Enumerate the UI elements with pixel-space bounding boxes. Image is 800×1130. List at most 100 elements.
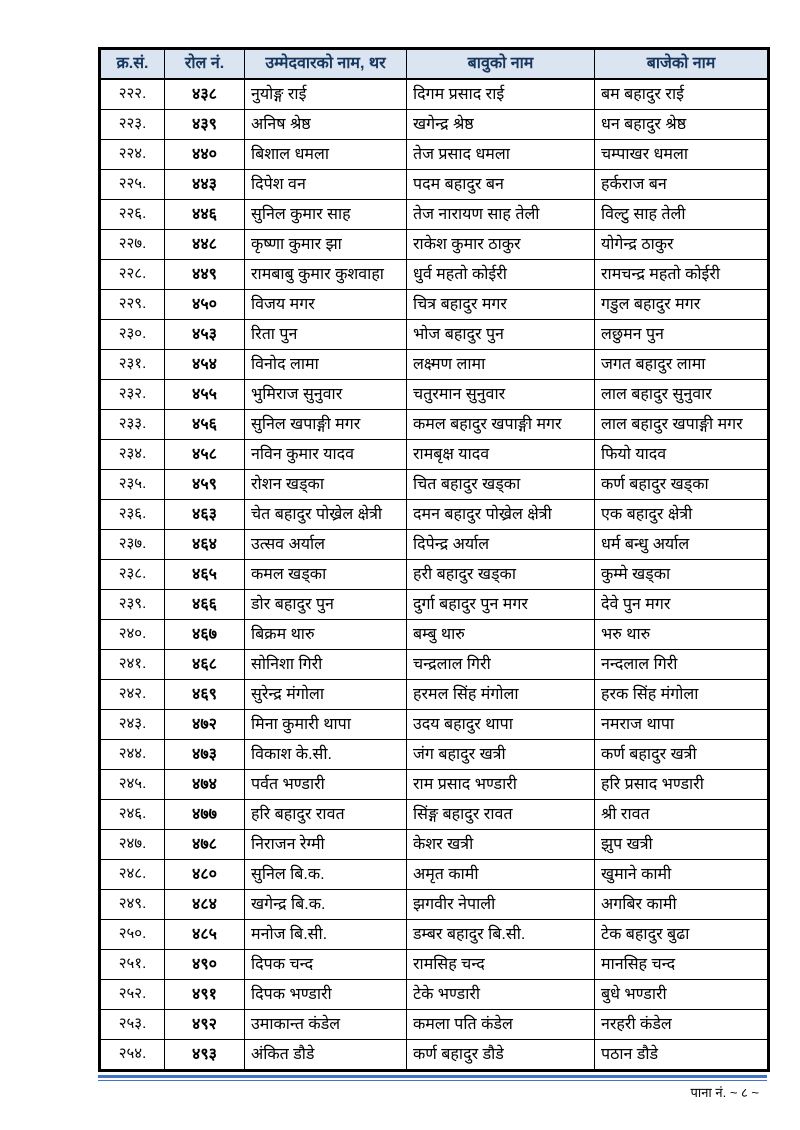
cell-father-name: लक्ष्मण लामा xyxy=(406,349,595,380)
table-row: २४५. ४७४ पर्वत भण्डारी राम प्रसाद भण्डारी हर… xyxy=(99,769,769,800)
cell-candidate-name: अंकित डौडे xyxy=(244,1039,407,1071)
table-row: २५३. ४९२ उमाकान्त कंडेल कमला पति कंडेल नरहरी… xyxy=(99,1009,769,1040)
table-row: २३०. ४५३ रिता पुन भोज बहादुर पुन लछुमन पुन xyxy=(99,319,769,350)
cell-father-name: उदय बहादुर थापा xyxy=(406,709,595,740)
cell-father-name: राम प्रसाद भण्डारी xyxy=(406,769,595,800)
cell-serial: २४२. xyxy=(99,679,165,710)
cell-candidate-name: पर्वत भण्डारी xyxy=(244,769,407,800)
cell-serial: २३७. xyxy=(99,529,165,560)
cell-roll: ४५८ xyxy=(164,439,245,470)
cell-candidate-name: रोशन खड्का xyxy=(244,469,407,500)
table-row: २३२. ४५५ भुमिराज सुनुवार चतुरमान सुनुवार लाल… xyxy=(99,379,769,410)
cell-grandfather-name: गडुल बहादुर मगर xyxy=(594,289,769,320)
cell-roll: ४९२ xyxy=(164,1009,245,1040)
cell-serial: २२७. xyxy=(99,229,165,260)
cell-roll: ४९१ xyxy=(164,979,245,1010)
cell-candidate-name: सुरेन्द्र मंगोला xyxy=(244,679,407,710)
cell-candidate-name: खगेन्द्र बि.क. xyxy=(244,889,407,920)
cell-candidate-name: भुमिराज सुनुवार xyxy=(244,379,407,410)
table-row: २३९. ४६६ डोर बहादुर पुन दुर्गा बहादुर पुन म… xyxy=(99,589,769,620)
cell-roll: ४५६ xyxy=(164,409,245,440)
cell-grandfather-name: मानसिह चन्द xyxy=(594,949,769,980)
cell-father-name: रामबृक्ष यादव xyxy=(406,439,595,470)
cell-father-name: खगेन्द्र श्रेष्ठ xyxy=(406,109,595,140)
cell-candidate-name: रिता पुन xyxy=(244,319,407,350)
table-row: २२८. ४४९ रामबाबु कुमार कुशवाहा धुर्व महतो क… xyxy=(99,259,769,290)
cell-candidate-name: विनोद लामा xyxy=(244,349,407,380)
cell-roll: ४८४ xyxy=(164,889,245,920)
table-row: २४४. ४७३ विकाश के.सी. जंग बहादुर खत्री कर्ण … xyxy=(99,739,769,770)
cell-grandfather-name: रामचन्द्र महतो कोईरी xyxy=(594,259,769,290)
cell-grandfather-name: पठान डौडे xyxy=(594,1039,769,1071)
cell-candidate-name: उमाकान्त कंडेल xyxy=(244,1009,407,1040)
cell-candidate-name: मिना कुमारी थापा xyxy=(244,709,407,740)
cell-father-name: पदम बहादुर बन xyxy=(406,169,595,200)
table-row: २२२. ४३८ नुयोङ्ग राई दिगम प्रसाद राई बम बहाद… xyxy=(99,78,769,110)
cell-father-name: दिगम प्रसाद राई xyxy=(406,78,595,110)
cell-serial: २५०. xyxy=(99,919,165,950)
cell-roll: ४६६ xyxy=(164,589,245,620)
cell-father-name: हरी बहादुर खड्का xyxy=(406,559,595,590)
table-row: २२६. ४४६ सुनिल कुमार साह तेज नारायण साह तेल… xyxy=(99,199,769,230)
table-row: २३८. ४६५ कमल खड्का हरी बहादुर खड्का कुम्मे ख… xyxy=(99,559,769,590)
cell-grandfather-name: एक बहादुर क्षेत्री xyxy=(594,499,769,530)
cell-candidate-name: कृष्णा कुमार झा xyxy=(244,229,407,260)
cell-candidate-name: निराजन रेग्मी xyxy=(244,829,407,860)
cell-candidate-name: दिपक चन्द xyxy=(244,949,407,980)
cell-serial: २४५. xyxy=(99,769,165,800)
cell-serial: २२३. xyxy=(99,109,165,140)
cell-grandfather-name: नमराज थापा xyxy=(594,709,769,740)
cell-grandfather-name: विल्टु साह तेली xyxy=(594,199,769,230)
cell-candidate-name: बिक्रम थारु xyxy=(244,619,407,650)
cell-roll: ४६७ xyxy=(164,619,245,650)
cell-father-name: चित बहादुर खड्का xyxy=(406,469,595,500)
cell-serial: २४३. xyxy=(99,709,165,740)
cell-roll: ४७७ xyxy=(164,799,245,830)
cell-father-name: दमन बहादुर पोख्रेल क्षेत्री xyxy=(406,499,595,530)
cell-serial: २३१. xyxy=(99,349,165,380)
cell-grandfather-name: फियो यादव xyxy=(594,439,769,470)
cell-candidate-name: नविन कुमार यादव xyxy=(244,439,407,470)
cell-grandfather-name: श्री रावत xyxy=(594,799,769,830)
cell-roll: ४४८ xyxy=(164,229,245,260)
cell-serial: २२९. xyxy=(99,289,165,320)
column-header-3: बावुको नाम xyxy=(406,48,595,80)
cell-serial: २४७. xyxy=(99,829,165,860)
cell-grandfather-name: कुम्मे खड्का xyxy=(594,559,769,590)
cell-grandfather-name: हरि प्रसाद भण्डारी xyxy=(594,769,769,800)
table-row: २४०. ४६७ बिक्रम थारु बम्बु थारु भरु थारु xyxy=(99,619,769,650)
table-row: २५४. ४९३ अंकित डौडे कर्ण बहादुर डौडे पठान डौ… xyxy=(99,1039,769,1071)
cell-grandfather-name: कर्ण बहादुर खत्री xyxy=(594,739,769,770)
table-row: २५२. ४९१ दिपक भण्डारी टेके भण्डारी बुधे भण्ड… xyxy=(99,979,769,1010)
cell-grandfather-name: नरहरी कंडेल xyxy=(594,1009,769,1040)
cell-grandfather-name: चम्पाखर धमला xyxy=(594,139,769,170)
cell-serial: २५२. xyxy=(99,979,165,1010)
cell-father-name: हरमल सिंह मंगोला xyxy=(406,679,595,710)
cell-father-name: सिंङ्ग बहादुर रावत xyxy=(406,799,595,830)
cell-roll: ४५० xyxy=(164,289,245,320)
cell-grandfather-name: भरु थारु xyxy=(594,619,769,650)
cell-father-name: चित्र बहादुर मगर xyxy=(406,289,595,320)
table-row: २२४. ४४० बिशाल धमला तेज प्रसाद धमला चम्पाखर … xyxy=(99,139,769,170)
cell-father-name: केशर खत्री xyxy=(406,829,595,860)
table-row: २३१. ४५४ विनोद लामा लक्ष्मण लामा जगत बहादुर … xyxy=(99,349,769,380)
cell-roll: ४६९ xyxy=(164,679,245,710)
cell-serial: २४६. xyxy=(99,799,165,830)
cell-grandfather-name: योगेन्द्र ठाकुर xyxy=(594,229,769,260)
cell-candidate-name: सोनिशा गिरी xyxy=(244,649,407,680)
cell-roll: ४६८ xyxy=(164,649,245,680)
cell-father-name: झगवीर नेपाली xyxy=(406,889,595,920)
cell-serial: २२८. xyxy=(99,259,165,290)
cell-father-name: कर्ण बहादुर डौडे xyxy=(406,1039,595,1071)
cell-roll: ४८० xyxy=(164,859,245,890)
cell-serial: २५३. xyxy=(99,1009,165,1040)
table-row: २४९. ४८४ खगेन्द्र बि.क. झगवीर नेपाली अगबिर क… xyxy=(99,889,769,920)
cell-serial: २४८. xyxy=(99,859,165,890)
cell-grandfather-name: धर्म बन्धु अर्याल xyxy=(594,529,769,560)
cell-serial: २४१. xyxy=(99,649,165,680)
table-row: २३५. ४५९ रोशन खड्का चित बहादुर खड्का कर्ण बह… xyxy=(99,469,769,500)
cell-serial: २२५. xyxy=(99,169,165,200)
header-row: क्र.सं. रोल नं. उम्मेदवारको नाम, थर बावुको … xyxy=(99,48,769,80)
cell-grandfather-name: टेक बहादुर बुढा xyxy=(594,919,769,950)
table-row: २५०. ४८५ मनोज बि.सी. डम्बर बहादुर बि.सी. टेक… xyxy=(99,919,769,950)
